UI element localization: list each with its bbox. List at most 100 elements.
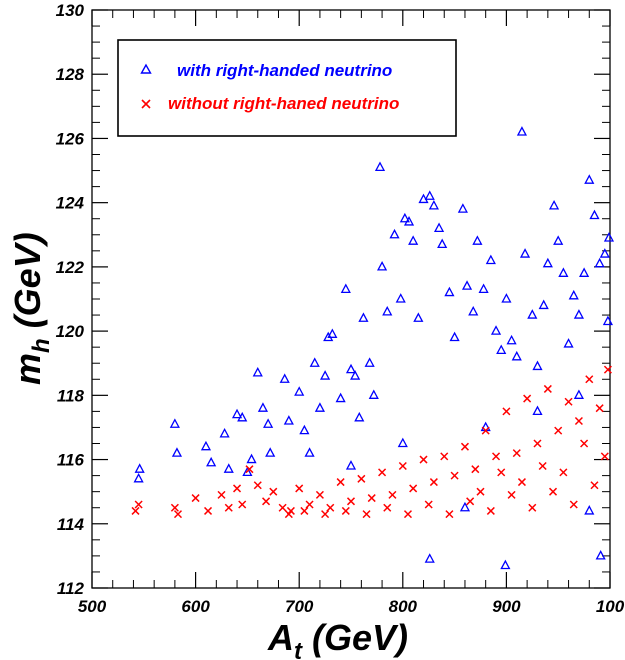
x-axis: 500 600 700 800 900 100 bbox=[78, 10, 625, 616]
data-point-triangle bbox=[350, 370, 361, 380]
data-point-x bbox=[574, 416, 583, 426]
data-point-x bbox=[217, 490, 226, 499]
data-point-triangle bbox=[403, 216, 415, 226]
data-point-triangle bbox=[472, 235, 483, 245]
data-point-x-stroke bbox=[574, 416, 583, 426]
data-point-triangle bbox=[568, 289, 579, 300]
data-point-triangle bbox=[501, 293, 512, 303]
data-point-triangle bbox=[506, 334, 517, 345]
y-tick-label: 128 bbox=[56, 65, 85, 84]
data-point-x bbox=[173, 510, 183, 519]
y-tick-label: 112 bbox=[57, 579, 85, 598]
data-point-triangle bbox=[542, 257, 553, 268]
data-point-triangle bbox=[219, 427, 230, 438]
data-point-x bbox=[269, 487, 278, 496]
data-point-x-stroke bbox=[554, 426, 563, 435]
data-point-x-stroke bbox=[388, 490, 397, 499]
data-point-x bbox=[497, 468, 506, 477]
data-point-x-stroke bbox=[326, 503, 335, 512]
data-point-x bbox=[603, 365, 612, 374]
data-point-x bbox=[253, 481, 262, 490]
data-point-triangle bbox=[309, 357, 320, 367]
data-point-x-stroke bbox=[424, 500, 433, 509]
data-point-x bbox=[585, 375, 594, 384]
data-point-triangle bbox=[252, 366, 263, 377]
data-point-triangle bbox=[368, 389, 379, 399]
data-point-x-stroke bbox=[528, 503, 537, 512]
data-point-x bbox=[507, 490, 516, 499]
data-point-triangle bbox=[478, 283, 489, 294]
series bbox=[133, 126, 615, 570]
data-point-triangle bbox=[257, 402, 269, 412]
data-point-x-stroke bbox=[262, 497, 271, 506]
data-point-x-stroke bbox=[346, 497, 356, 506]
data-point-x bbox=[233, 484, 242, 493]
data-point-x-stroke bbox=[321, 510, 330, 519]
data-point-x bbox=[295, 484, 304, 493]
data-point-x bbox=[595, 404, 604, 413]
data-point-triangle bbox=[500, 559, 511, 570]
data-point-triangle bbox=[548, 199, 560, 210]
data-point-x bbox=[538, 461, 547, 471]
data-point-x-stroke bbox=[492, 452, 501, 461]
data-point-x bbox=[486, 506, 495, 515]
data-point-x-stroke bbox=[383, 503, 392, 512]
y-tick-label: 126 bbox=[56, 129, 85, 148]
y-axis-title: mh (GeV) bbox=[7, 232, 55, 385]
data-point-x bbox=[492, 452, 501, 461]
data-point-triangle bbox=[579, 267, 590, 277]
data-point-triangle bbox=[389, 228, 400, 239]
legend: with right-handed neutrino without right… bbox=[117, 39, 457, 137]
data-point-triangle bbox=[206, 456, 217, 467]
data-point-x-stroke bbox=[300, 506, 309, 515]
data-point-x-stroke bbox=[580, 439, 589, 448]
data-point-x bbox=[590, 481, 599, 490]
data-point-x bbox=[191, 494, 200, 503]
data-point-triangle bbox=[437, 238, 448, 249]
data-point-x bbox=[517, 478, 526, 487]
data-point-x bbox=[388, 490, 397, 499]
data-point-triangle bbox=[327, 328, 338, 338]
data-point-x-stroke bbox=[233, 484, 242, 493]
data-point-x bbox=[383, 503, 392, 512]
data-point-x bbox=[564, 397, 573, 406]
data-point-x-stroke bbox=[590, 481, 599, 490]
data-point-x-stroke bbox=[284, 510, 293, 519]
x-tick-label: 900 bbox=[492, 597, 521, 616]
data-point-x bbox=[409, 484, 418, 493]
data-point-x-stroke bbox=[305, 500, 314, 509]
data-point-x-stroke bbox=[278, 503, 287, 512]
data-point-x bbox=[481, 426, 490, 435]
data-point-triangle bbox=[345, 363, 357, 374]
data-point-triangle bbox=[532, 405, 543, 416]
y-tick-label: 116 bbox=[57, 451, 85, 470]
data-point-triangle bbox=[594, 257, 605, 268]
data-point-x-stroke bbox=[204, 506, 213, 515]
data-point-x bbox=[460, 442, 469, 451]
data-point-x-stroke bbox=[603, 365, 612, 374]
data-point-triangle bbox=[263, 418, 274, 428]
data-point-x bbox=[466, 497, 475, 506]
data-point-x-stroke bbox=[486, 506, 495, 515]
data-point-triangle bbox=[358, 312, 369, 322]
data-point-x-stroke bbox=[533, 439, 542, 448]
data-point-x bbox=[224, 503, 233, 512]
data-point-x-stroke bbox=[548, 487, 558, 496]
data-point-x bbox=[300, 506, 309, 515]
data-point-x-stroke bbox=[336, 478, 345, 487]
data-point-triangle bbox=[461, 280, 473, 290]
data-point-triangle bbox=[485, 254, 496, 265]
data-point-x-stroke bbox=[450, 471, 459, 480]
data-point-x-stroke bbox=[595, 404, 604, 413]
data-point-x bbox=[429, 478, 438, 487]
data-point-triangle bbox=[265, 447, 276, 457]
data-point-x bbox=[528, 503, 537, 512]
data-point-triangle bbox=[304, 447, 315, 457]
data-point-x-stroke bbox=[173, 510, 183, 519]
data-point-x bbox=[238, 500, 247, 509]
data-point-x bbox=[600, 452, 609, 461]
data-point-x-stroke bbox=[512, 449, 521, 458]
data-point-triangle bbox=[171, 447, 183, 457]
data-point-x bbox=[305, 500, 314, 509]
